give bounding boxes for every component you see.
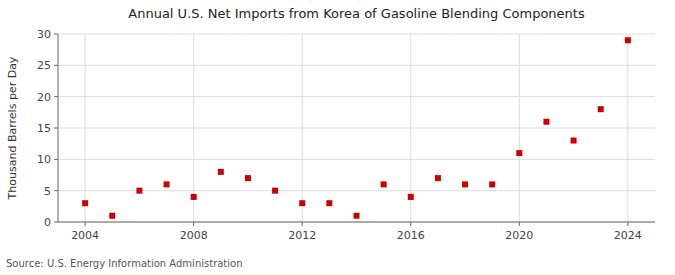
- x-tick: [519, 222, 520, 226]
- y-tick-label: 20: [37, 91, 51, 104]
- y-grid-line: [58, 128, 655, 129]
- x-axis-line: [58, 222, 655, 223]
- chart-svg: Annual U.S. Net Imports from Korea of Ga…: [0, 0, 675, 275]
- source: Source: U.S. Energy Information Administ…: [6, 258, 243, 269]
- axes: 0 5 10 15 20 25 30 2004 2008 2012 2016 2020 2024: [37, 28, 655, 242]
- x-grid-line: [85, 34, 86, 222]
- y-tick: [54, 34, 58, 35]
- grid: [58, 34, 655, 222]
- y-grid-line: [58, 190, 655, 191]
- point: [218, 169, 224, 175]
- point: [354, 213, 360, 219]
- point: [326, 200, 332, 206]
- x-grid-line: [519, 34, 520, 222]
- y-tick: [54, 128, 58, 129]
- point: [489, 181, 495, 187]
- point: [435, 175, 441, 181]
- x-grid-line: [410, 34, 411, 222]
- y-grid-line: [58, 222, 655, 223]
- point: [191, 194, 197, 200]
- y-tick: [54, 190, 58, 191]
- chart-container: Annual U.S. Net Imports from Korea of Ga…: [0, 0, 675, 275]
- point: [598, 106, 604, 112]
- y-tick-label: 5: [44, 185, 51, 198]
- y-tick: [54, 159, 58, 160]
- y-axis-label: Thousand Barrels per Day: [6, 56, 19, 200]
- y-axis-line: [58, 34, 59, 222]
- y-tick-label: 10: [37, 153, 51, 166]
- x-grid-line: [302, 34, 303, 222]
- y-tick: [54, 96, 58, 97]
- point: [543, 119, 549, 125]
- y-tick: [54, 222, 58, 223]
- point: [381, 181, 387, 187]
- x-tick-label: 2016: [397, 229, 425, 242]
- y-tick: [54, 65, 58, 66]
- x-tick: [410, 222, 411, 226]
- x-tick: [627, 222, 628, 226]
- point: [408, 194, 414, 200]
- x-grid-line: [193, 34, 194, 222]
- y-tick-label: 30: [37, 28, 51, 41]
- point: [625, 37, 631, 43]
- y-tick-label: 25: [37, 59, 51, 72]
- point: [516, 150, 522, 156]
- point: [571, 138, 577, 144]
- point: [164, 181, 170, 187]
- point: [272, 188, 278, 194]
- y-tick-label: 0: [44, 216, 51, 229]
- y-grid-line: [58, 34, 655, 35]
- x-tick-label: 2020: [505, 229, 533, 242]
- y-grid-line: [58, 65, 655, 66]
- x-tick: [85, 222, 86, 226]
- x-tick: [193, 222, 194, 226]
- x-grid-line: [627, 34, 628, 222]
- title: Annual U.S. Net Imports from Korea of Ga…: [128, 6, 585, 21]
- x-tick-label: 2012: [288, 229, 316, 242]
- y-grid-line: [58, 96, 655, 97]
- y-tick-label: 15: [37, 122, 51, 135]
- point: [82, 200, 88, 206]
- point: [462, 181, 468, 187]
- x-tick: [302, 222, 303, 226]
- point: [299, 200, 305, 206]
- x-tick-label: 2008: [180, 229, 208, 242]
- x-tick-label: 2004: [71, 229, 99, 242]
- point: [245, 175, 251, 181]
- point: [109, 213, 115, 219]
- y-grid-line: [58, 159, 655, 160]
- point: [136, 188, 142, 194]
- x-tick-label: 2024: [614, 229, 642, 242]
- points: [82, 37, 631, 218]
